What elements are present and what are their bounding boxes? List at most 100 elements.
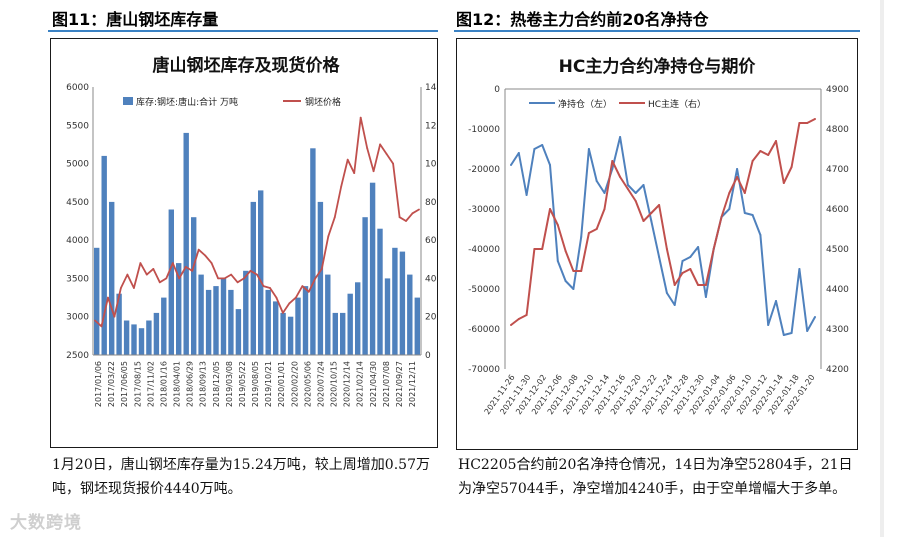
inventory-bar [250, 201, 256, 355]
price-point [411, 212, 414, 215]
inventory-bar [176, 263, 182, 355]
price-point [269, 287, 271, 289]
net-position-point [814, 316, 816, 318]
hc-price-point [587, 232, 590, 234]
price-point [178, 277, 181, 280]
hc-price-point [728, 192, 731, 194]
inventory-bar [213, 286, 219, 355]
price-point [314, 277, 317, 280]
hc-price-point [658, 204, 661, 206]
x-tick-label: 2019/08/05 [251, 361, 260, 407]
inventory-bar [340, 312, 346, 355]
net-position-line [510, 136, 816, 336]
x-tick-label: 2017/01/06 [94, 361, 103, 407]
hc-price-point [767, 154, 770, 156]
y-right-tick-label: 4900 [826, 85, 849, 95]
net-position-point [517, 152, 520, 154]
legend-label-inventory: 库存:钢坯:唐山:合计 万吨 [136, 96, 238, 108]
net-position-point [619, 136, 622, 138]
x-tick-label: 2020/01/01 [277, 361, 286, 407]
hc-price-point [697, 284, 700, 286]
right-chart-frame: HC主力合约净持仓与期价 净持仓（左） HC主连（右） 0 -10000 -20000… [456, 38, 858, 450]
inventory-bar [332, 312, 338, 355]
y-right-tick-label: 120 [425, 121, 437, 131]
hc-price-point [517, 318, 520, 320]
hc-price-point [619, 176, 622, 178]
x-tick-label: 2020/12/14 [343, 361, 352, 407]
net-position-point [564, 280, 567, 282]
x-tick-label: 2021/07/08 [382, 361, 391, 407]
price-point [158, 281, 161, 284]
legend-swatch-inventory [123, 97, 133, 105]
hc-price-point [673, 284, 676, 286]
net-position-point [767, 324, 770, 326]
x-tick-label: 2017/06/05 [120, 361, 129, 407]
hc-price-point [665, 248, 668, 250]
hc-price-point [525, 314, 528, 316]
y-right-tick-label: 4500 [826, 245, 849, 255]
hc-price-point [650, 212, 653, 214]
chart-title: 唐山钢坯库存及现货价格 [153, 55, 341, 76]
chart-legend: 库存:钢坯:唐山:合计 万吨 钢坯价格 [123, 96, 341, 108]
hc-price-line [510, 118, 816, 326]
watermark-logo: 大数跨境 [10, 513, 82, 533]
price-point [223, 277, 226, 280]
x-tick-label: 2021/09/27 [395, 361, 404, 407]
price-point [327, 235, 330, 238]
hc-price-point [549, 208, 551, 210]
hc-price-point [556, 224, 559, 226]
inventory-bar [310, 148, 316, 355]
price-point [107, 296, 109, 299]
hc-price-point [790, 166, 793, 168]
net-position-point [650, 220, 653, 222]
chart-title: HC主力合约净持仓与期价 [559, 56, 757, 77]
hc-price-point [704, 284, 707, 286]
hc-price-point [595, 228, 598, 230]
inventory-bar [399, 251, 406, 355]
inventory-bar [153, 312, 160, 355]
net-position-point [587, 148, 590, 150]
price-point [301, 285, 304, 287]
inventory-bar [123, 320, 130, 355]
price-point [346, 158, 349, 161]
net-position-point [595, 180, 598, 182]
net-position-point [743, 212, 746, 214]
net-position-point [603, 192, 606, 194]
net-position-point [556, 260, 559, 262]
hc-price-point [712, 248, 715, 250]
hc-price-point [806, 122, 809, 124]
inventory-bar [280, 312, 286, 355]
inventory-bar [392, 247, 398, 355]
y-left-tick-label: -60000 [468, 325, 500, 335]
legend-label-price: HC主连（右） [648, 98, 706, 110]
inventory-bar [94, 247, 100, 355]
inventory-bar [146, 320, 152, 355]
hc-price-point [743, 192, 746, 194]
y-left-tick-label: -70000 [468, 365, 500, 375]
net-position-point [658, 256, 661, 258]
inventory-bar [355, 282, 361, 355]
net-position-point [634, 192, 637, 194]
y-right-tick-label: 4600 [826, 205, 849, 215]
inventory-bar [220, 278, 227, 355]
y-left-tick-label: 5500 [66, 121, 89, 131]
left-caption: 1月20日，唐山钢坯库存量为15.24万吨，较上周增加0.57万吨，钢坯现货报价… [52, 457, 430, 497]
x-tick-label: 2018/04/01 [173, 361, 182, 407]
scroll-edge [880, 0, 884, 537]
net-position-point [728, 208, 731, 210]
net-position-point [790, 332, 793, 334]
inventory-bar [205, 289, 212, 355]
x-tick-label: 2019/03/08 [225, 361, 234, 407]
x-tick-label: 2018/01/16 [159, 361, 168, 407]
price-point [398, 216, 401, 219]
hc-price-point [603, 208, 606, 210]
right-caption: HC2205合约前20名净持仓情况，14日为净空52804手，21日为净空570… [458, 457, 853, 497]
price-point [372, 170, 375, 173]
price-point [256, 273, 258, 276]
inventory-bar [198, 274, 204, 355]
y-left-tick-label: 6000 [66, 83, 89, 93]
net-position-point [665, 292, 668, 294]
y-left-tick-label: 2500 [66, 351, 89, 361]
hc-price-point [759, 150, 762, 152]
inventory-bar [273, 301, 279, 355]
